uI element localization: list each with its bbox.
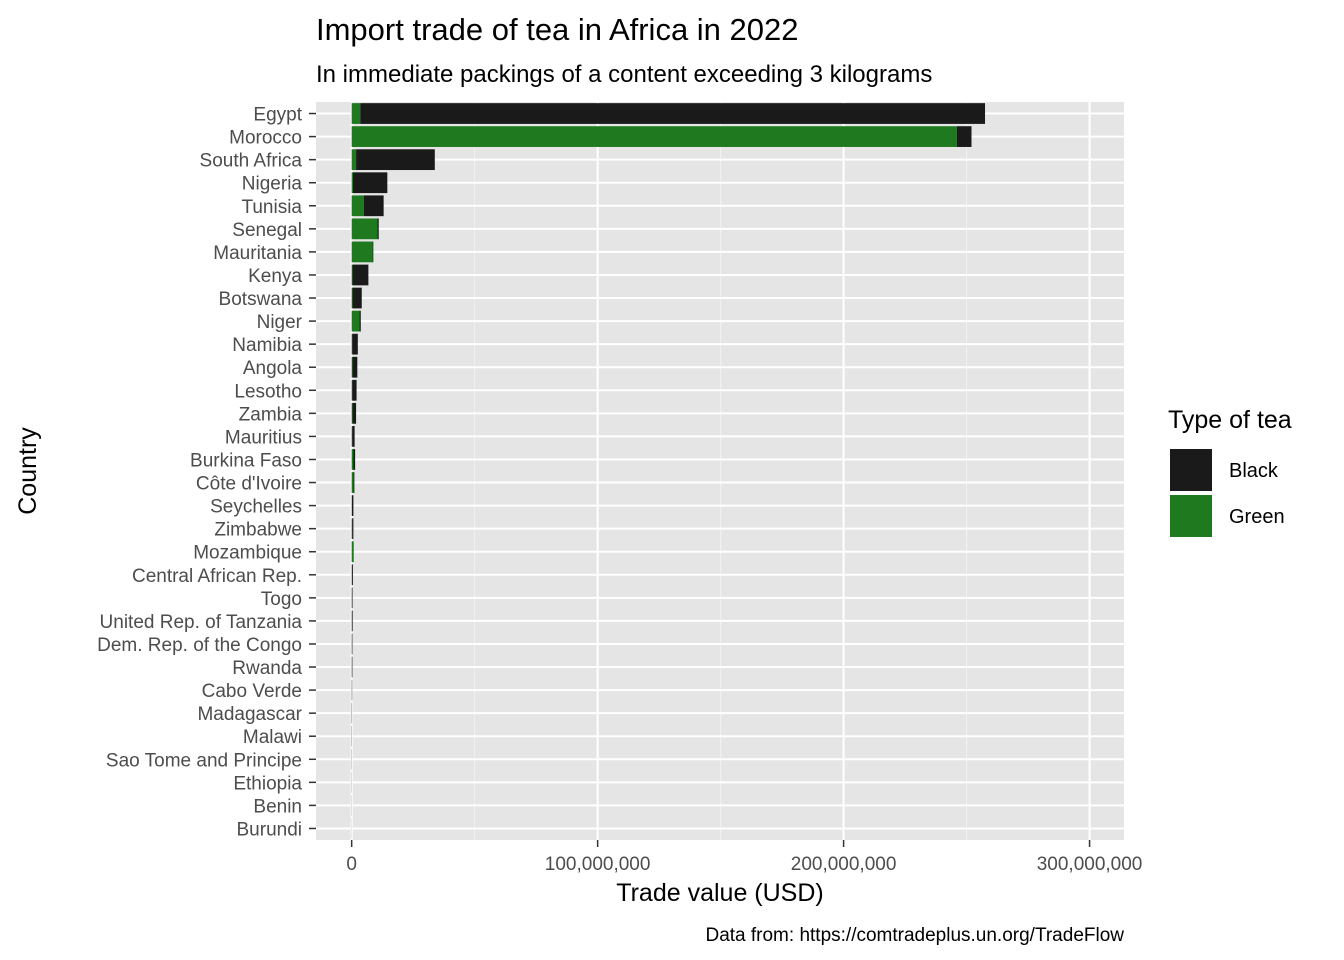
y-tick-label: Benin [253,796,302,817]
bar-black [352,518,354,540]
bar-black [352,426,355,447]
bar-black [351,495,354,516]
y-tick-label: Senegal [232,220,302,241]
y-tick-label: Central African Rep. [132,566,302,587]
bar-black [352,287,362,309]
x-tick-label: 100,000,000 [545,854,651,875]
x-tick-label: 300,000,000 [1037,854,1143,875]
y-tick-label: Côte d'Ivoire [196,474,302,495]
y-axis-title: Country [14,427,42,515]
y-tick-label: Kenya [248,266,302,287]
bar-black [352,172,388,194]
bar-black [353,472,355,493]
y-tick-label: Niger [257,312,303,333]
y-tick-label: Madagascar [197,704,302,725]
bar-black [372,241,374,263]
y-tick-label: Ethiopia [233,773,302,794]
x-tick-label: 0 [346,854,357,875]
y-tick-label: Nigeria [242,174,303,195]
bar-black [352,333,358,355]
bar-green [351,310,360,332]
y-tick-label: Egypt [253,105,302,126]
legend-title: Type of tea [1168,406,1292,434]
y-tick-label: Sao Tome and Principe [106,750,302,771]
bar-black [352,264,369,286]
y-tick-label: Tunisia [241,197,302,218]
y-tick-label: Angola [243,358,303,379]
legend-label-black: Black [1229,460,1279,482]
y-tick-label: Zambia [239,404,303,425]
y-tick-label: Botswana [219,289,303,310]
x-axis-title: Trade value (USD) [616,879,823,907]
y-tick-label: Dem. Rep. of the Congo [97,635,302,656]
y-tick-label: Lesotho [234,381,302,402]
y-tick-label: Seychelles [210,497,302,518]
bar-black [352,379,357,401]
bar-green [351,541,354,563]
y-tick-label: Mauritius [225,427,302,448]
y-tick-label: Togo [261,589,302,610]
bar-green [351,402,353,424]
legend-items: Black Green [1168,447,1285,539]
caption: Data from: https://comtradeplus.un.org/T… [705,925,1124,946]
x-axis: 0 100,000,000 200,000,000 300,000,000 [346,840,1142,875]
bar-green [351,195,364,217]
y-tick-label: Morocco [229,128,302,149]
x-tick-label: 200,000,000 [791,854,897,875]
y-tick-label: Rwanda [232,658,302,679]
bar-black [351,610,353,632]
bar-green [351,218,378,240]
y-tick-label: Mauritania [213,243,302,264]
y-tick-label: Burkina Faso [190,450,302,471]
bar-black [359,310,361,332]
bar-black [363,195,384,217]
y-tick-label: South Africa [200,151,303,172]
legend-label-green: Green [1229,506,1285,528]
bar-green [351,264,353,286]
plot-panel [316,102,1124,840]
grid-major [316,102,1124,840]
y-tick-label: Burundi [237,819,303,840]
y-tick-label: Cabo Verde [202,681,302,702]
bar-green [351,356,353,378]
y-tick-label: Mozambique [193,543,302,564]
bar-black [351,564,353,586]
chart-title: Import trade of tea in Africa in 2022 [316,12,799,47]
bar-green [351,287,353,309]
bar-black [352,356,358,378]
bar-black [956,126,972,147]
bar-black [353,449,356,470]
bar-green [351,126,957,147]
bar-green [351,449,354,470]
bar-black [377,218,379,240]
legend-swatch-black [1168,447,1214,493]
bar-black [352,402,357,424]
y-tick-label: Namibia [232,335,302,356]
y-tick-label: United Rep. of Tanzania [100,612,303,633]
bar-green [351,241,373,263]
bar-black [356,149,435,171]
y-tick-label: Malawi [243,727,302,748]
bar-black [360,103,986,124]
y-tick-label: Zimbabwe [214,520,302,541]
bar-green [351,472,354,493]
legend: Type of tea Black Green [1168,406,1292,539]
chart-subtitle: In immediate packings of a content excee… [316,61,932,88]
grid-minor [474,102,968,840]
bar-green [351,149,357,171]
legend-swatch-green [1168,493,1214,539]
bar-green [351,172,353,194]
bars [351,103,986,839]
bar-green [351,103,361,124]
